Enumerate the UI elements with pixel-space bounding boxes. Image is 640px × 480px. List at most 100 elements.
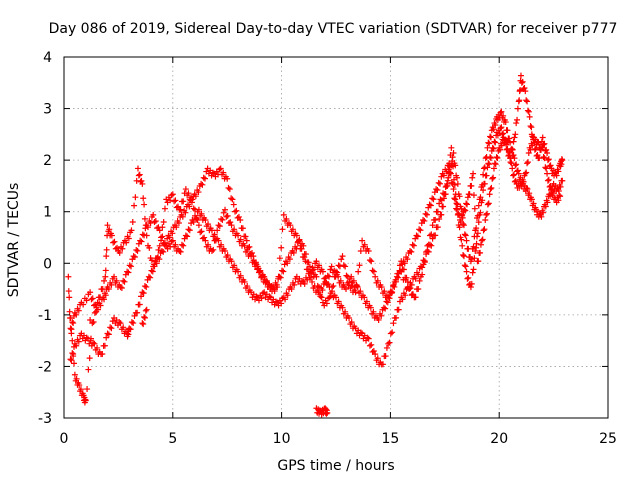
data-point: [488, 184, 495, 191]
data-point: [438, 197, 445, 204]
x-tick-label: 5: [168, 431, 177, 447]
data-point: [521, 85, 528, 92]
data-point: [110, 239, 117, 246]
data-point: [435, 179, 442, 186]
data-point: [487, 155, 494, 162]
data-point: [128, 227, 135, 234]
data-point: [432, 232, 439, 239]
data-point: [130, 253, 137, 260]
data-point: [250, 257, 257, 264]
data-point: [489, 144, 496, 151]
x-axis-label: GPS time / hours: [277, 458, 394, 474]
data-point: [141, 215, 148, 222]
data-point: [406, 286, 413, 293]
data-point: [452, 196, 459, 203]
data-point: [475, 258, 482, 265]
data-point: [367, 304, 374, 311]
data-point: [398, 268, 405, 275]
data-point: [443, 180, 450, 187]
data-point: [182, 232, 189, 239]
data-point: [472, 227, 479, 234]
data-point: [237, 272, 244, 279]
data-point: [199, 181, 206, 188]
data-point: [176, 247, 183, 254]
data-point: [134, 309, 141, 316]
data-point: [129, 218, 136, 225]
data-point: [198, 228, 205, 235]
data-point: [324, 409, 331, 416]
data-point: [451, 181, 458, 188]
data-point: [364, 334, 371, 341]
data-point: [427, 202, 434, 209]
data-point: [87, 317, 94, 324]
data-point: [336, 263, 343, 270]
data-point: [310, 266, 317, 273]
data-point: [523, 185, 530, 192]
data-point: [510, 172, 517, 179]
data-point: [333, 294, 339, 301]
data-point: [225, 184, 232, 191]
data-point: [516, 97, 523, 104]
data-point: [419, 264, 426, 271]
data-point: [447, 170, 454, 177]
data-point: [484, 164, 491, 171]
data-point: [541, 155, 548, 162]
data-point: [141, 314, 148, 321]
data-point: [94, 299, 101, 306]
data-point: [453, 200, 460, 207]
data-point: [278, 300, 285, 307]
data-point: [487, 154, 494, 161]
data-point: [445, 166, 452, 173]
data-point: [477, 209, 484, 216]
data-point: [73, 311, 80, 318]
data-point: [383, 344, 390, 351]
data-point: [419, 271, 426, 278]
data-point: [529, 142, 536, 149]
data-point: [290, 249, 297, 256]
data-point: [257, 267, 264, 274]
data-point: [547, 182, 554, 189]
data-point: [201, 234, 208, 241]
data-point: [489, 175, 496, 182]
data-point: [544, 157, 551, 164]
data-point: [139, 289, 146, 296]
data-point: [88, 296, 95, 303]
data-point: [85, 366, 92, 373]
y-axis-label: SDTVAR / TECUs: [6, 183, 22, 298]
plot-frame: [63, 56, 609, 419]
data-point: [327, 266, 334, 273]
y-tick-label: 3: [43, 102, 52, 118]
data-point: [117, 284, 124, 291]
data-point: [179, 213, 186, 220]
data-point: [261, 273, 268, 280]
data-point: [524, 160, 531, 167]
data-point: [450, 163, 457, 170]
data-point: [210, 246, 217, 253]
data-point: [506, 135, 513, 142]
data-point: [448, 144, 455, 151]
data-point: [555, 168, 562, 175]
data-point: [470, 266, 477, 273]
y-tick-label: -1: [38, 308, 52, 324]
data-point: [542, 203, 549, 210]
data-point: [191, 206, 198, 213]
data-point: [231, 226, 238, 233]
data-point: [343, 286, 350, 293]
data-point: [545, 176, 552, 183]
data-point: [198, 210, 205, 217]
data-point: [440, 190, 447, 197]
data-point: [293, 232, 300, 239]
data-point: [514, 105, 521, 112]
data-point: [138, 177, 145, 184]
data-point: [461, 206, 468, 213]
data-point: [366, 257, 373, 264]
data-point: [116, 249, 123, 256]
data-point: [117, 320, 124, 327]
data-point: [479, 197, 486, 204]
data-point: [244, 283, 251, 290]
data-point: [526, 113, 533, 120]
data-point: [493, 154, 500, 161]
data-point: [357, 329, 364, 336]
data-point: [389, 329, 396, 336]
data-point: [169, 191, 176, 198]
